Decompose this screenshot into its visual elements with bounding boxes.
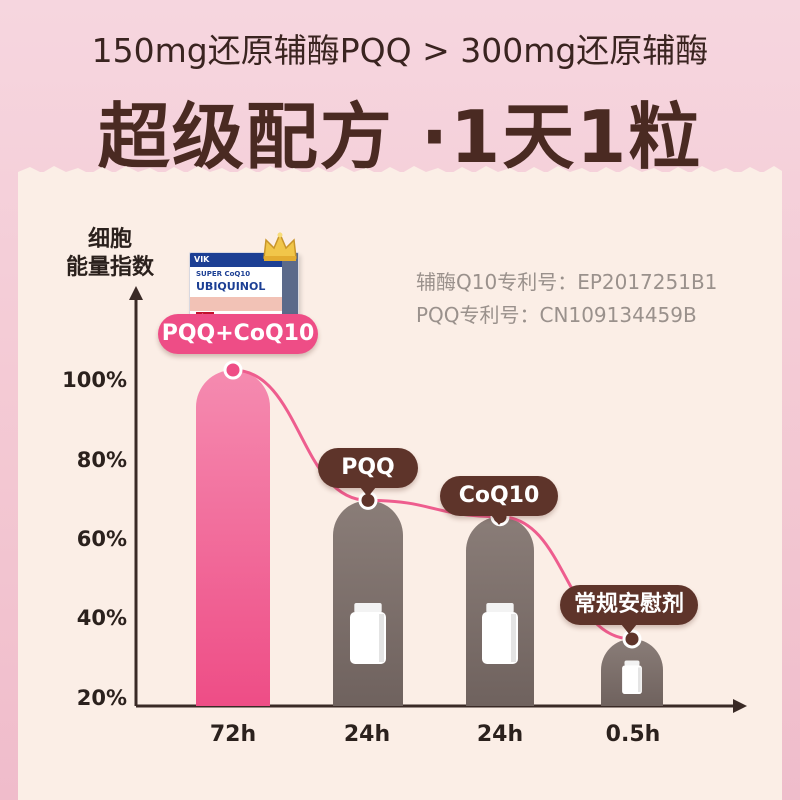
data-point-marker — [223, 360, 243, 380]
bar-label-tail — [360, 487, 376, 497]
y-tick-label: 40% — [76, 606, 127, 630]
bottle-icon — [482, 603, 518, 664]
crown-icon — [263, 232, 297, 261]
x-axis-arrow — [733, 699, 747, 713]
product-line2: UBIQUINOL — [196, 280, 266, 293]
bottle-icon — [622, 660, 642, 694]
bar — [196, 370, 270, 706]
trend-line — [232, 368, 633, 641]
patent-coq10: 辅酶Q10专利号：EP2017251B1 — [416, 270, 718, 294]
x-tick-label: 24h — [476, 722, 524, 747]
product-line1: SUPER CoQ10 — [196, 270, 251, 278]
product-box-side — [282, 253, 298, 327]
bar-label: CoQ10 — [440, 476, 558, 516]
bar-label: PQQ+CoQ10 — [158, 314, 318, 354]
y-tick-label: 80% — [76, 448, 127, 472]
x-tick-label: 72h — [209, 722, 257, 747]
product-strip — [190, 297, 298, 311]
y-tick-label: 60% — [76, 527, 127, 551]
bar-label-tail — [621, 624, 637, 634]
bar-label-tail — [491, 515, 507, 525]
patent-pqq: PQQ专利号：CN109134459B — [416, 303, 697, 327]
bar-label: 常规安慰剂 — [560, 585, 698, 625]
y-tick-label: 20% — [76, 686, 127, 710]
bottle-icon — [350, 603, 386, 664]
subtitle: 150mg还原辅酶PQQ > 300mg还原辅酶 — [91, 31, 709, 70]
bar-label: PQQ — [318, 448, 418, 488]
y-tick-label: 100% — [62, 368, 127, 392]
y-axis-title-line2: 能量指数 — [66, 255, 155, 280]
headline: 超级配方 ·1天1粒 — [97, 95, 703, 179]
x-tick-label: 24h — [343, 722, 391, 747]
y-axis-arrow — [129, 286, 143, 300]
x-tick-label: 0.5h — [605, 722, 661, 747]
y-axis-title-line1: 细胞 — [88, 227, 133, 252]
y-axis-title: 细胞 能量指数 — [66, 226, 154, 282]
